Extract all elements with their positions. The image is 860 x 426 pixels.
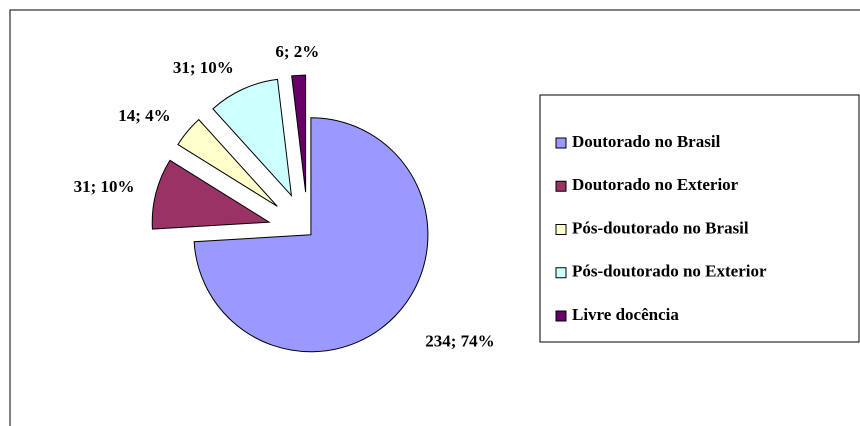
- legend-label: Pós-doutorado no Brasil: [572, 218, 749, 237]
- chart-frame: [9, 9, 860, 426]
- data-label: 31; 10%: [173, 58, 234, 77]
- pie-slice: [193, 117, 429, 353]
- data-label: 14; 4%: [118, 106, 170, 125]
- pie-slice: [177, 118, 278, 207]
- data-label: 234; 74%: [425, 331, 494, 350]
- legend-label: Doutorado no Exterior: [572, 175, 739, 194]
- pie-slice: [151, 159, 271, 230]
- legend-swatch: [555, 267, 567, 279]
- pie-slice: [212, 78, 293, 198]
- legend-label: Livre docência: [572, 305, 679, 324]
- data-label: 31; 10%: [74, 177, 135, 196]
- legend-swatch: [555, 180, 567, 192]
- legend-swatch: [555, 310, 567, 322]
- legend-box: [539, 94, 860, 343]
- data-label: 6; 2%: [275, 42, 319, 61]
- legend-swatch: [555, 224, 567, 235]
- pie-slice: [291, 74, 307, 193]
- legend-label: Doutorado no Brasil: [572, 132, 721, 151]
- legend-label: Pós-doutorado no Exterior: [572, 262, 767, 281]
- legend-swatch: [555, 137, 567, 149]
